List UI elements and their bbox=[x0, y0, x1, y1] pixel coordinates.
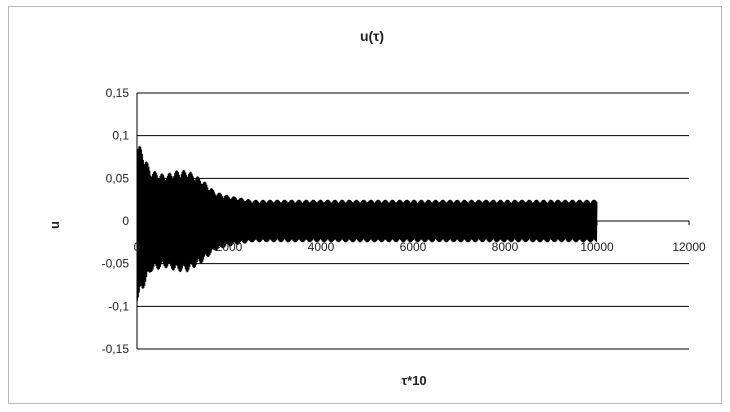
chart-title: u(τ) bbox=[360, 28, 384, 44]
chart-frame: u(τ) 0,15 0,1 0,05 0 -0,05 -0,1 -0,15 0 2000 4000… bbox=[8, 6, 722, 404]
x-tick-label: 10000 bbox=[580, 240, 614, 254]
tick-layer: 0,15 0,1 0,05 0 -0,05 -0,1 -0,15 0 2000 4000 6000 8… bbox=[102, 86, 706, 356]
x-tick-label: 6000 bbox=[400, 240, 427, 254]
y-tick-label: 0 bbox=[122, 214, 129, 228]
y-axis-label: u bbox=[47, 221, 62, 229]
x-tick-label: 2000 bbox=[216, 240, 243, 254]
chart-svg: u(τ) 0,15 0,1 0,05 0 -0,05 -0,1 -0,15 0 2000 4000… bbox=[47, 28, 706, 388]
y-tick-label: -0,15 bbox=[102, 342, 130, 356]
x-tick-label: 8000 bbox=[492, 240, 519, 254]
x-tick-label: 0 bbox=[134, 240, 141, 254]
y-tick-label: -0,1 bbox=[108, 299, 129, 313]
axis-layer bbox=[136, 93, 690, 350]
x-tick-label: 12000 bbox=[672, 240, 706, 254]
y-tick-label: 0,05 bbox=[106, 171, 130, 185]
x-tick-label: 4000 bbox=[308, 240, 335, 254]
x-axis-label: τ*10 bbox=[401, 373, 426, 388]
data-layer bbox=[136, 145, 598, 302]
signal-series-line bbox=[136, 145, 598, 302]
y-tick-label: -0,05 bbox=[102, 257, 130, 271]
y-tick-label: 0,15 bbox=[106, 86, 130, 100]
y-tick-label: 0,1 bbox=[112, 129, 129, 143]
